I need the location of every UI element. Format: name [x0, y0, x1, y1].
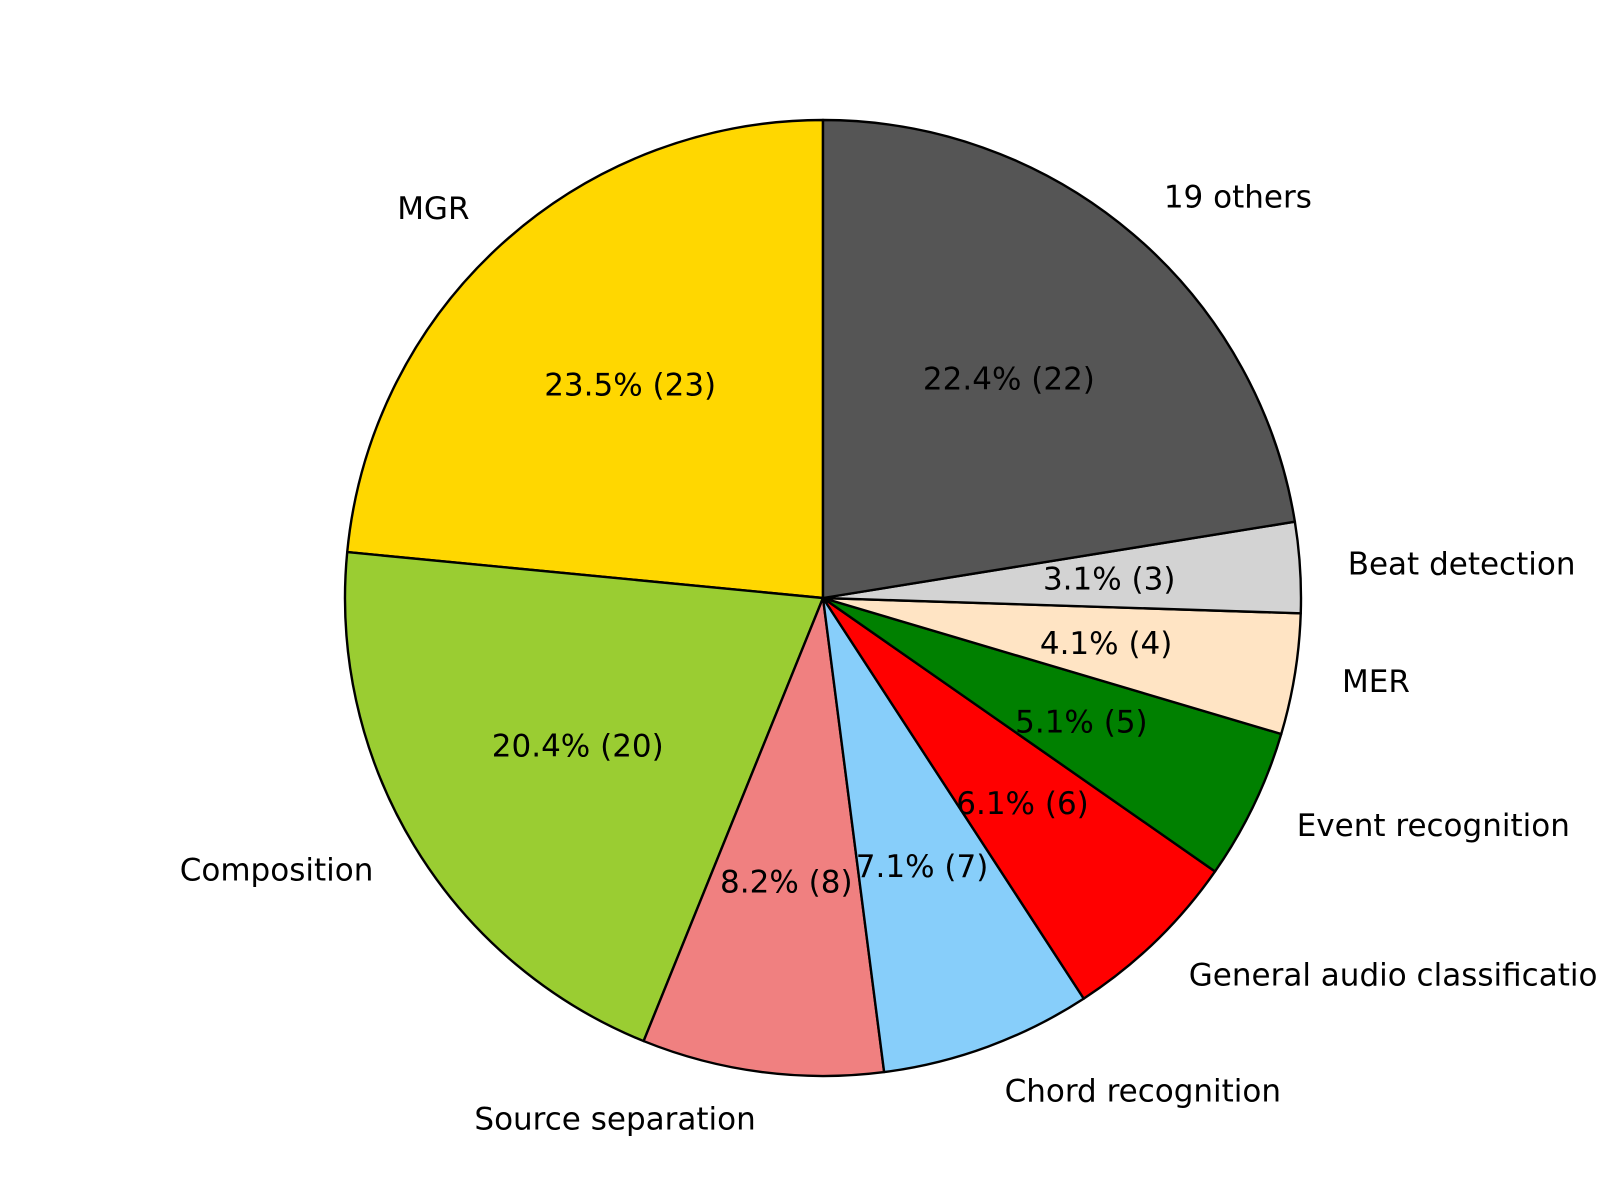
slice-label-event-recognition: Event recognition — [1297, 808, 1570, 844]
slice-label-mer: MER — [1342, 664, 1410, 700]
slice-label-chord-recognition: Chord recognition — [1005, 1073, 1281, 1109]
pct-label-mer: 4.1% (4) — [1040, 626, 1173, 662]
pie-slice-composition — [343, 550, 825, 1043]
pct-label-19-others: 22.4% (22) — [923, 362, 1095, 398]
slice-label-beat-detection: Beat detection — [1348, 546, 1576, 582]
pie-slice-19-others — [821, 118, 1297, 600]
pct-label-beat-detection: 3.1% (3) — [1043, 562, 1176, 598]
pie-slice-general-audio-classification — [821, 596, 1217, 1000]
slice-label-mgr: MGR — [397, 191, 469, 227]
pct-label-composition: 20.4% (20) — [492, 729, 664, 765]
category-labels: MGR Composition Source separation Chord rec… — [180, 180, 1600, 1138]
pie-slice-mgr — [346, 118, 825, 600]
pct-label-event-recognition: 5.1% (5) — [1015, 704, 1148, 740]
pie-slice-chord-recognition — [821, 596, 1085, 1074]
slice-label-source-separation: Source separation — [474, 1101, 755, 1137]
pie-slice-source-separation — [642, 596, 886, 1078]
pct-label-source-separation: 8.2% (8) — [720, 864, 853, 900]
pie-slices — [343, 118, 1303, 1078]
pct-label-mgr: 23.5% (23) — [544, 368, 716, 404]
pie-slice-event-recognition — [821, 596, 1283, 873]
pct-label-chord-recognition: 7.1% (7) — [856, 849, 989, 885]
slice-label-19-others: 19 others — [1164, 180, 1312, 216]
percent-labels: 23.5% (23) 20.4% (20) 8.2% (8) 7.1% (7) 6.1%… — [492, 362, 1176, 901]
slice-label-composition: Composition — [180, 853, 374, 889]
pct-label-general-audio-classification: 6.1% (6) — [956, 786, 1089, 822]
slice-label-general-audio-classification: General audio classification — [1189, 958, 1600, 994]
